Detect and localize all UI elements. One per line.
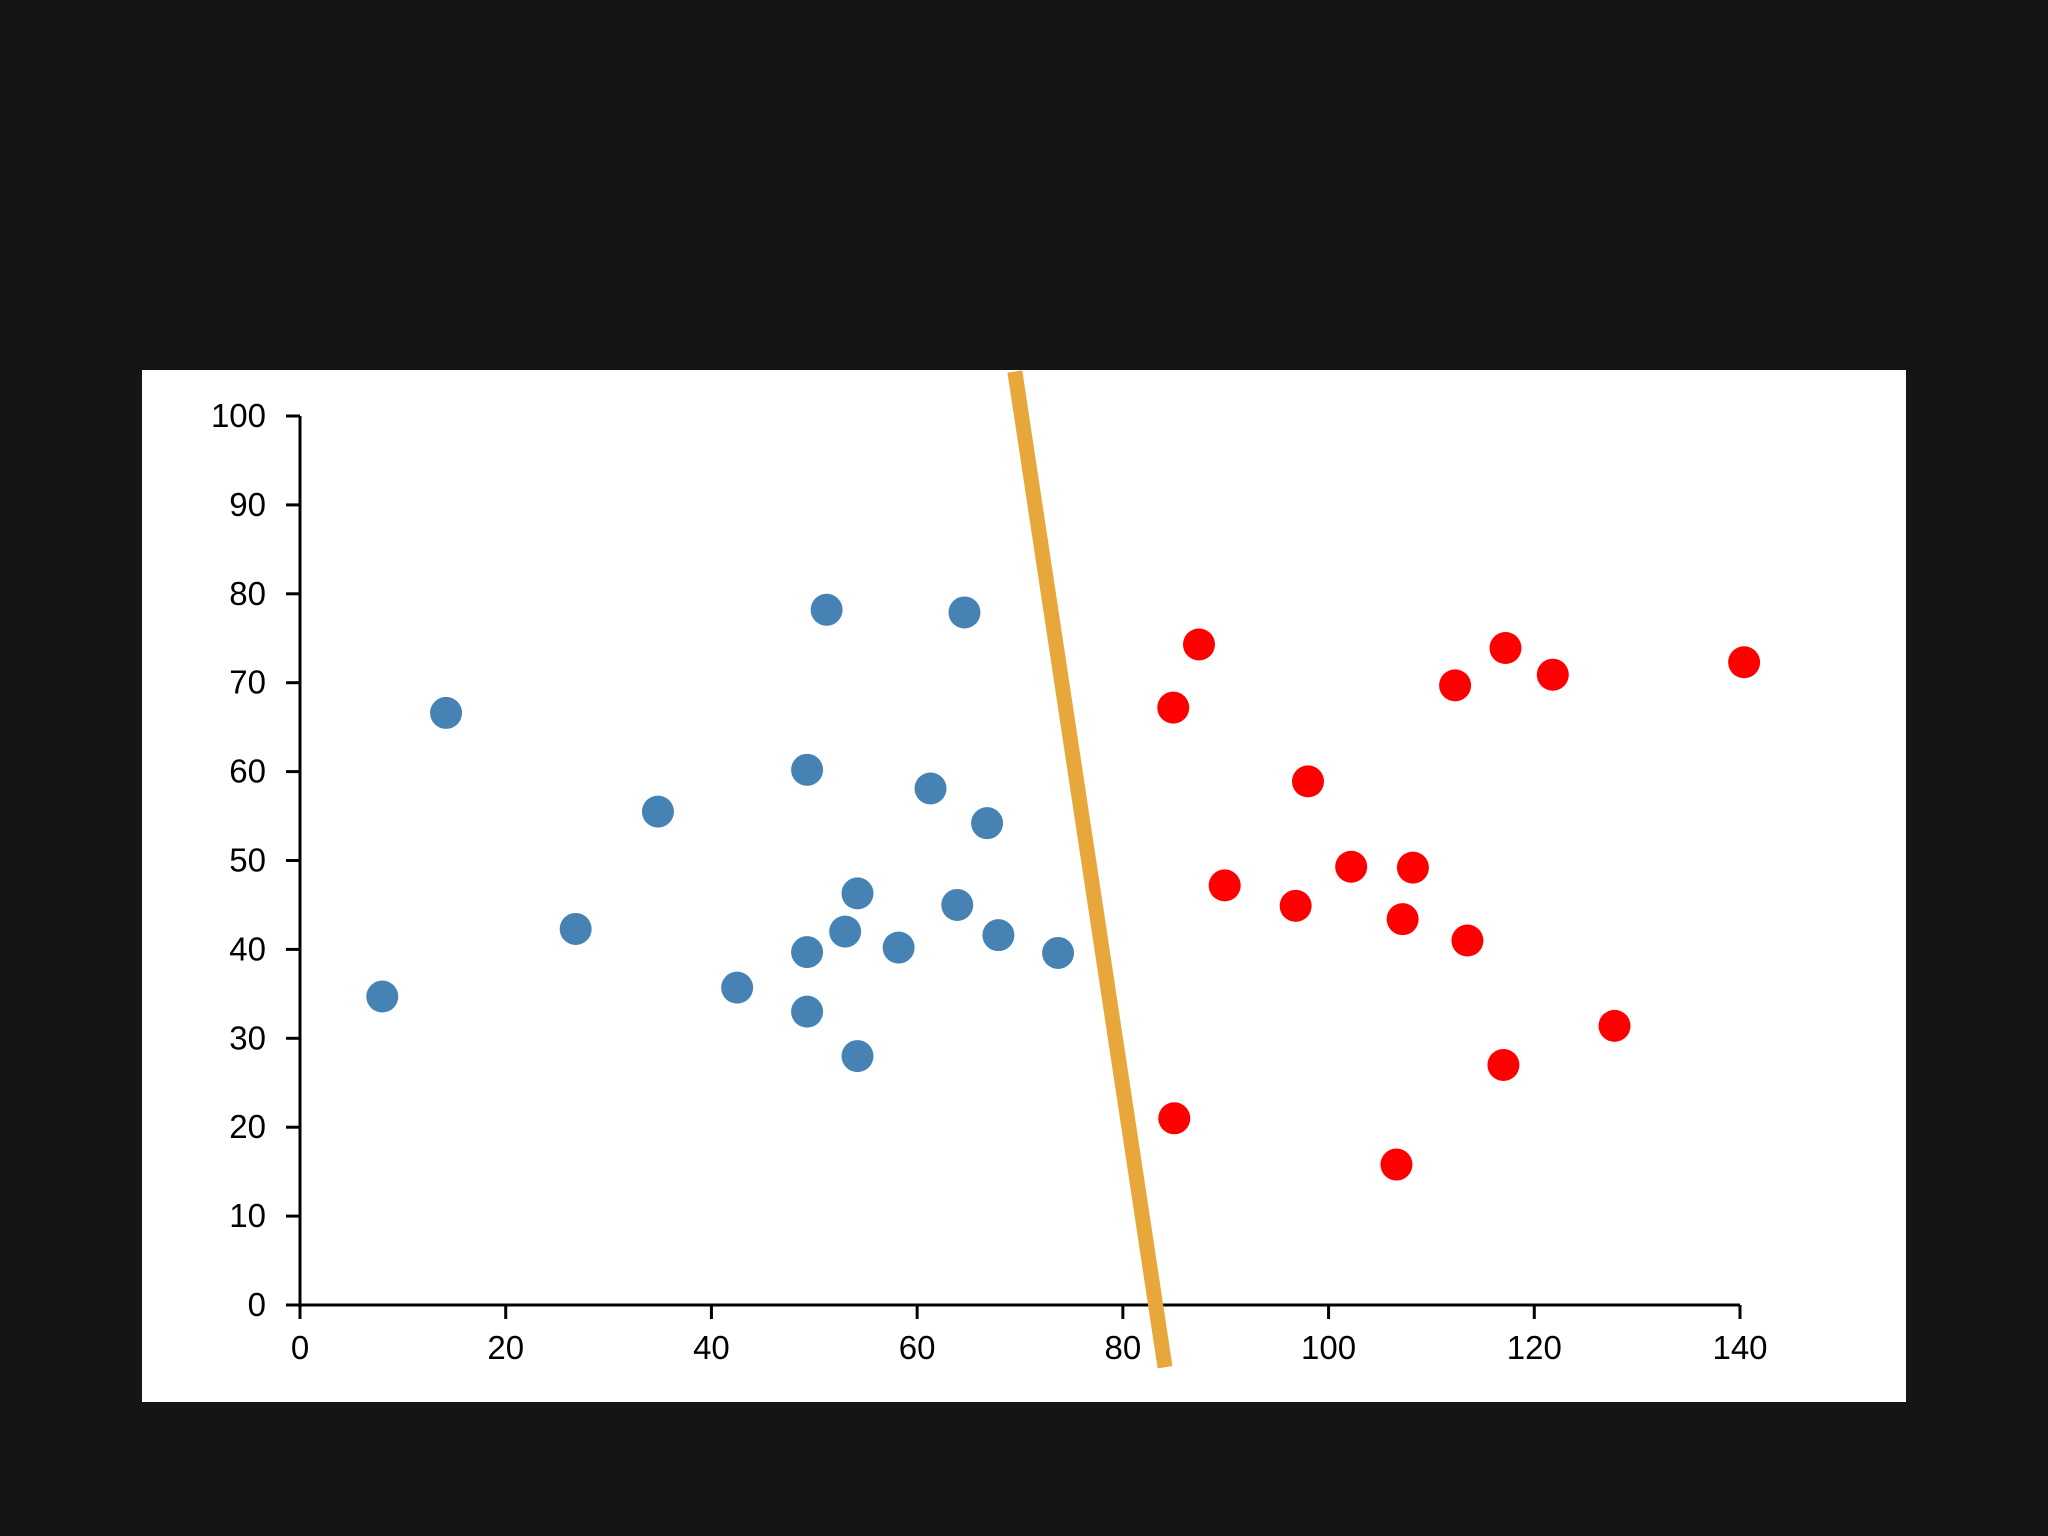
- data-point: [791, 753, 824, 786]
- x-tick-label: 60: [899, 1329, 936, 1366]
- data-point: [791, 995, 824, 1028]
- data-point: [1728, 646, 1761, 679]
- data-point: [1042, 936, 1075, 969]
- y-tick-label: 100: [211, 397, 266, 434]
- annotations: [1007, 370, 1173, 1369]
- data-point: [791, 936, 824, 969]
- y-tick-label: 0: [248, 1286, 266, 1323]
- y-tick-label: 60: [229, 753, 266, 790]
- axes: 0 10 20 30 40 50 60 70 80 90 100 0 20 40 60 80 100 120 140: [211, 397, 1768, 1366]
- y-tick-label: 30: [229, 1019, 266, 1056]
- chart-panel: [142, 370, 1906, 1402]
- data-point: [1396, 851, 1429, 884]
- data-point: [1158, 1102, 1191, 1135]
- y-tick-label: 70: [229, 664, 266, 701]
- data-point: [971, 807, 1004, 840]
- data-point: [1386, 903, 1419, 936]
- data-point: [721, 971, 754, 1004]
- data-point: [1208, 869, 1241, 902]
- data-point: [1536, 658, 1569, 691]
- data-point: [841, 1040, 874, 1073]
- data-point: [829, 915, 862, 948]
- data-point: [1598, 1009, 1631, 1042]
- x-tick-label: 20: [487, 1329, 524, 1366]
- data-point: [559, 912, 592, 945]
- data-point: [366, 980, 399, 1013]
- y-tick-label: 50: [229, 842, 266, 879]
- data-point: [948, 596, 981, 629]
- data-point: [914, 772, 947, 805]
- y-tick-label: 20: [229, 1108, 266, 1145]
- x-tick-label: 120: [1507, 1329, 1562, 1366]
- data-point: [882, 931, 915, 964]
- data-point: [1489, 632, 1522, 665]
- data-point: [810, 593, 843, 626]
- separator-line: [1007, 370, 1173, 1369]
- data-point: [1182, 628, 1215, 661]
- data-point: [430, 696, 463, 729]
- data-point: [941, 888, 974, 921]
- data-point: [1279, 889, 1312, 922]
- x-tick-label: 80: [1104, 1329, 1141, 1366]
- y-tick-label: 90: [229, 486, 266, 523]
- x-tick-label: 0: [291, 1329, 309, 1366]
- data-point: [1439, 669, 1472, 702]
- x-tick-label: 100: [1301, 1329, 1356, 1366]
- data-point: [1451, 924, 1484, 957]
- data-point: [982, 919, 1015, 952]
- data-point: [1487, 1048, 1520, 1081]
- data-points: [366, 593, 1761, 1181]
- x-tick-label: 140: [1712, 1329, 1767, 1366]
- y-tick-label: 10: [229, 1197, 266, 1234]
- x-tick-label: 40: [693, 1329, 730, 1366]
- data-point: [1380, 1148, 1413, 1181]
- data-point: [1292, 765, 1324, 798]
- y-tick-label: 80: [229, 575, 266, 612]
- data-point: [641, 795, 674, 828]
- data-point: [841, 877, 874, 910]
- data-point: [1157, 691, 1190, 724]
- data-point: [1335, 850, 1368, 883]
- y-tick-label: 40: [229, 930, 266, 967]
